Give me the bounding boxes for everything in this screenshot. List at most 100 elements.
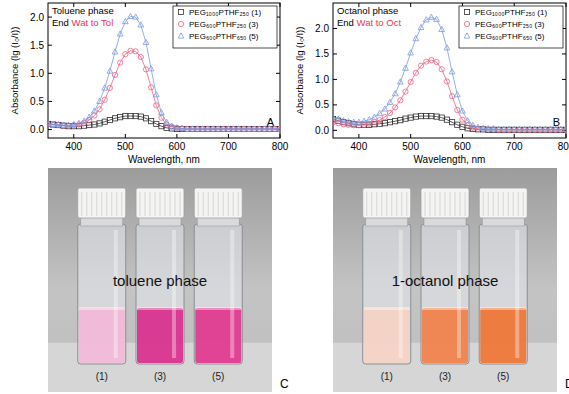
data-point bbox=[184, 126, 190, 131]
cap-ridge bbox=[233, 192, 234, 216]
data-point bbox=[496, 126, 502, 131]
data-point bbox=[393, 105, 398, 110]
cap-ridge bbox=[488, 192, 489, 216]
y-tick bbox=[48, 129, 52, 130]
vial-label: (5) bbox=[212, 371, 224, 382]
y-tick bbox=[333, 28, 337, 29]
data-point bbox=[387, 120, 392, 125]
data-point bbox=[117, 31, 123, 36]
data-point bbox=[149, 119, 154, 124]
data-point bbox=[485, 126, 491, 131]
cap-ridge bbox=[155, 192, 156, 216]
cap-ridge bbox=[111, 192, 112, 216]
data-point bbox=[403, 65, 409, 70]
chart-A: 4005006007008000.00.51.01.52.0Wavelength… bbox=[9, 3, 289, 165]
data-point bbox=[506, 126, 512, 131]
cap-ridge bbox=[440, 192, 441, 216]
y-tick-label: 0.5 bbox=[315, 99, 329, 110]
vial-cap bbox=[136, 188, 184, 218]
photo-C: (1)(3)(5)toluene phaseC bbox=[48, 168, 289, 392]
vial-liquid bbox=[79, 308, 125, 363]
chart-title: Octanol phase bbox=[337, 5, 398, 16]
vial-cap bbox=[421, 188, 469, 218]
y-tick-label: 0.0 bbox=[30, 124, 44, 135]
y-tick bbox=[48, 73, 52, 74]
legend-box bbox=[173, 6, 277, 48]
legend-marker bbox=[178, 21, 183, 26]
y-tick-label: 0.5 bbox=[30, 96, 44, 107]
x-tick-label: 500 bbox=[402, 141, 419, 152]
data-point bbox=[429, 113, 434, 118]
data-point bbox=[133, 113, 138, 118]
legend: PEG₁₀₀₀PTHF₂₅₀ (1)PEG₆₀₀PTHF₂₅₀ (3)PEG₆₀… bbox=[173, 6, 277, 48]
legend-label: PEG₆₀₀PTHF₆₅₀ (5) bbox=[475, 32, 545, 41]
data-point bbox=[179, 125, 185, 130]
data-point bbox=[97, 107, 102, 112]
annotation-part: End bbox=[337, 17, 354, 28]
data-point bbox=[532, 126, 538, 131]
data-point bbox=[138, 22, 144, 27]
data-point bbox=[408, 79, 413, 84]
cap-ridge bbox=[425, 192, 426, 216]
data-point bbox=[413, 36, 419, 41]
data-point bbox=[97, 121, 102, 126]
panel-letter: C bbox=[280, 377, 289, 391]
x-tick-label: 700 bbox=[506, 141, 523, 152]
x-tick bbox=[566, 134, 567, 138]
x-tick bbox=[73, 134, 74, 138]
legend-label: PEG₆₀₀PTHF₂₅₀ (3) bbox=[189, 20, 259, 29]
data-point bbox=[454, 92, 460, 97]
data-point bbox=[226, 126, 232, 131]
data-point bbox=[398, 118, 403, 123]
data-point bbox=[522, 126, 528, 131]
data-point bbox=[511, 126, 517, 131]
cap-ridge bbox=[396, 192, 397, 216]
x-tick-label: 500 bbox=[117, 141, 134, 152]
data-point bbox=[138, 54, 143, 59]
y-tick-label: 1.0 bbox=[30, 68, 44, 79]
y-tick bbox=[562, 79, 566, 80]
data-point bbox=[335, 116, 341, 121]
cap-ridge bbox=[455, 192, 456, 216]
vial-label: (3) bbox=[154, 371, 166, 382]
annotation: End Wat to Tol bbox=[52, 17, 113, 28]
cap-ridge bbox=[493, 192, 494, 216]
data-point bbox=[118, 60, 123, 65]
glass-highlight bbox=[457, 230, 461, 358]
cap-ridge bbox=[523, 192, 524, 216]
x-axis-title: Wavelength, nm bbox=[414, 154, 486, 165]
data-point bbox=[434, 59, 439, 64]
data-point bbox=[61, 122, 67, 127]
y-tick bbox=[562, 53, 566, 54]
cap-ridge bbox=[435, 192, 436, 216]
data-point bbox=[76, 120, 82, 125]
photo-background bbox=[333, 168, 557, 392]
x-tick bbox=[280, 134, 281, 138]
data-point bbox=[351, 119, 357, 124]
data-point bbox=[195, 126, 201, 131]
meniscus bbox=[422, 307, 468, 310]
cap-ridge bbox=[238, 192, 239, 216]
y-tick bbox=[276, 101, 280, 102]
plot-area bbox=[333, 14, 566, 132]
x-tick bbox=[280, 3, 281, 7]
cap-ridge bbox=[160, 192, 161, 216]
vial-liquid bbox=[195, 308, 241, 363]
data-point bbox=[418, 113, 423, 118]
data-point bbox=[205, 126, 211, 131]
cap-ridge bbox=[406, 192, 407, 216]
cap-ridge bbox=[86, 192, 87, 216]
data-point bbox=[122, 18, 128, 23]
legend-marker bbox=[178, 9, 183, 14]
data-point bbox=[97, 98, 103, 103]
data-point bbox=[460, 108, 466, 113]
vial-glass bbox=[363, 224, 411, 364]
data-point bbox=[392, 91, 398, 96]
data-point bbox=[413, 70, 418, 75]
data-point bbox=[123, 52, 128, 57]
meniscus bbox=[195, 307, 241, 310]
data-point bbox=[382, 121, 387, 126]
data-point bbox=[382, 115, 387, 120]
vial-label: (1) bbox=[96, 371, 108, 382]
annotation-part: Wat to Oct bbox=[354, 17, 402, 28]
